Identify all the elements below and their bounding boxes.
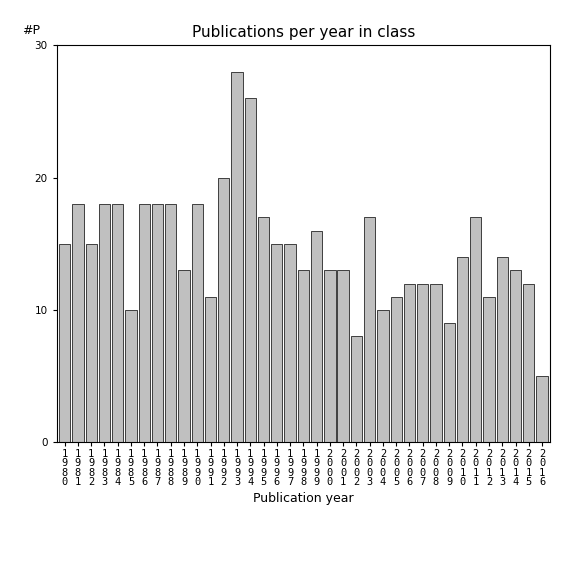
Bar — [192, 204, 203, 442]
Bar — [72, 204, 83, 442]
Title: Publications per year in class: Publications per year in class — [192, 25, 415, 40]
Bar — [324, 270, 336, 442]
Bar — [443, 323, 455, 442]
Bar — [523, 284, 535, 442]
Bar — [351, 336, 362, 442]
Bar — [470, 217, 481, 442]
Bar — [205, 297, 216, 442]
Bar — [457, 257, 468, 442]
Bar — [125, 310, 137, 442]
Bar — [86, 244, 97, 442]
Bar — [99, 204, 110, 442]
Bar — [138, 204, 150, 442]
X-axis label: Publication year: Publication year — [253, 492, 354, 505]
Bar — [377, 310, 388, 442]
Bar — [218, 177, 230, 442]
Bar — [285, 244, 296, 442]
Bar — [59, 244, 70, 442]
Bar — [179, 270, 189, 442]
Bar — [152, 204, 163, 442]
Bar — [245, 98, 256, 442]
Bar — [298, 270, 309, 442]
Bar — [271, 244, 282, 442]
Bar — [497, 257, 508, 442]
Bar — [404, 284, 415, 442]
Bar — [417, 284, 428, 442]
Bar — [391, 297, 402, 442]
Bar — [311, 231, 322, 442]
Text: #P: #P — [22, 24, 40, 37]
Bar — [536, 376, 548, 442]
Bar — [258, 217, 269, 442]
Bar — [231, 72, 243, 442]
Bar — [112, 204, 124, 442]
Bar — [337, 270, 349, 442]
Bar — [510, 270, 521, 442]
Bar — [483, 297, 494, 442]
Bar — [165, 204, 176, 442]
Bar — [364, 217, 375, 442]
Bar — [430, 284, 442, 442]
